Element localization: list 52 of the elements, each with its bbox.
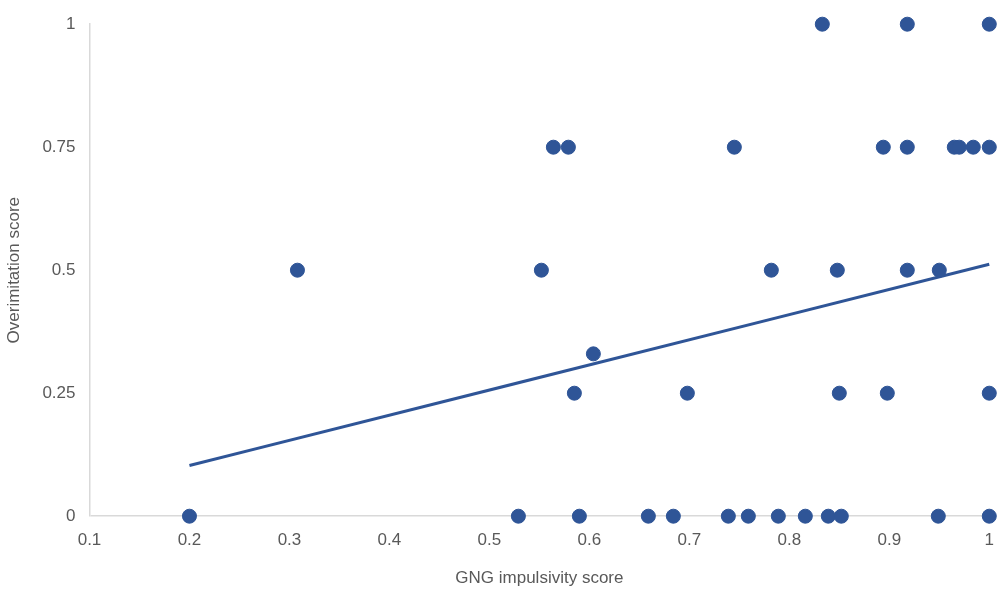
y-tick-label: 0 bbox=[66, 505, 76, 525]
x-tick-label: 0.2 bbox=[177, 530, 202, 550]
y-tick-label: 1 bbox=[66, 13, 76, 33]
point bbox=[740, 508, 756, 524]
point bbox=[181, 508, 197, 524]
point bbox=[814, 16, 830, 32]
point bbox=[829, 262, 845, 278]
point bbox=[981, 139, 997, 155]
x-tick-label: 0.9 bbox=[877, 530, 902, 550]
x-tick-label: 0.8 bbox=[777, 530, 802, 550]
point bbox=[585, 346, 601, 362]
point bbox=[533, 262, 549, 278]
x-axis-title: GNG impulsivity score bbox=[455, 568, 624, 588]
x-tick-label: 0.5 bbox=[477, 530, 502, 550]
point bbox=[899, 262, 915, 278]
x-tick-label: 0.6 bbox=[577, 530, 602, 550]
y-tick-label: 0.5 bbox=[51, 259, 76, 279]
point bbox=[981, 16, 997, 32]
point bbox=[820, 508, 836, 524]
point bbox=[797, 508, 813, 524]
point bbox=[965, 139, 981, 155]
point bbox=[726, 139, 742, 155]
point bbox=[763, 262, 779, 278]
point bbox=[665, 508, 681, 524]
y-tick-label: 0.25 bbox=[42, 382, 76, 402]
point bbox=[831, 385, 847, 401]
x-tick-label: 0.3 bbox=[277, 530, 302, 550]
point bbox=[560, 139, 576, 155]
point bbox=[981, 508, 997, 524]
y-tick-label: 0.75 bbox=[42, 136, 76, 156]
point bbox=[981, 385, 997, 401]
x-tick-label: 0.4 bbox=[377, 530, 402, 550]
point bbox=[720, 508, 736, 524]
point bbox=[510, 508, 526, 524]
point bbox=[931, 262, 947, 278]
point bbox=[571, 508, 587, 524]
point bbox=[833, 508, 849, 524]
point bbox=[879, 385, 895, 401]
point bbox=[679, 385, 695, 401]
point bbox=[640, 508, 656, 524]
x-tick-label: 0.7 bbox=[677, 530, 702, 550]
point bbox=[899, 16, 915, 32]
point bbox=[545, 139, 561, 155]
point bbox=[930, 508, 946, 524]
point bbox=[566, 385, 582, 401]
x-tick-label: 0.1 bbox=[77, 530, 102, 550]
point bbox=[899, 139, 915, 155]
point bbox=[289, 262, 305, 278]
y-axis-title: Overimitation score bbox=[3, 196, 23, 344]
point bbox=[770, 508, 786, 524]
x-tick-label: 1 bbox=[984, 530, 995, 550]
point bbox=[875, 139, 891, 155]
